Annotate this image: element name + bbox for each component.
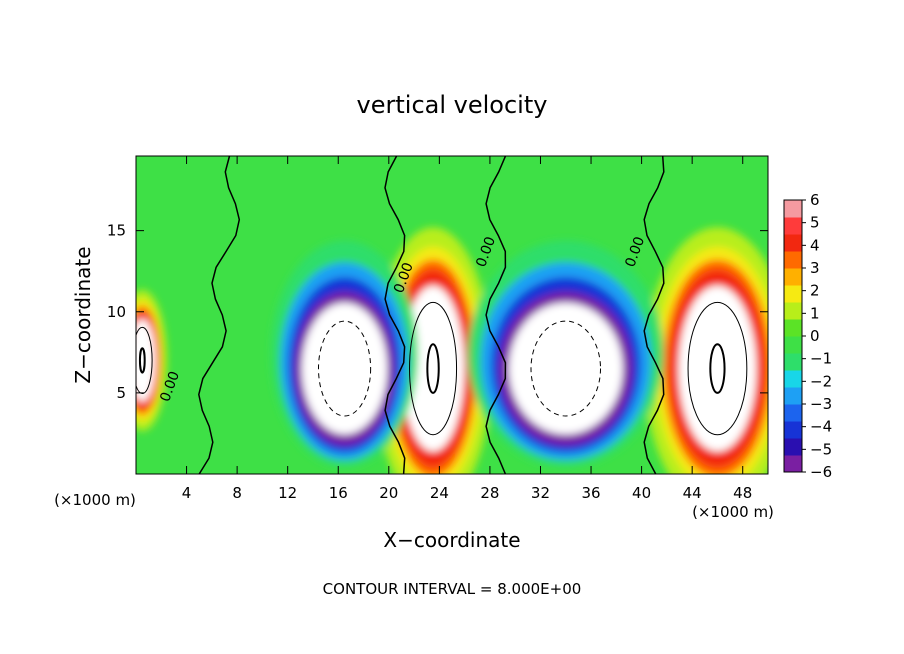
colorbar: 6 5 4 3 2 1 0 −1 −2 −3 −4 −5 −6: [783, 191, 832, 481]
contour-line: [138, 347, 146, 374]
chart-title: vertical velocity: [357, 91, 548, 119]
updraft-core: [136, 319, 156, 402]
x-tick-label: 32: [531, 484, 550, 502]
zero-contour: [384, 156, 406, 474]
colorbar-label: −1: [810, 350, 832, 368]
contour-interval-note: CONTOUR INTERVAL = 8.000E+00: [323, 580, 582, 598]
colorbar-segment: [784, 200, 802, 218]
zero-contour: [643, 156, 665, 474]
contour-line-dashed: [317, 320, 372, 417]
x-tick-label: 44: [683, 484, 702, 502]
contour-line: [709, 343, 726, 394]
field-layers: [136, 227, 768, 474]
colorbar-segment: [784, 268, 802, 286]
colorbar-label: 2: [810, 282, 820, 300]
colorbar-segment: [784, 387, 802, 405]
contour-line: [426, 343, 440, 394]
colorbar-label: 5: [810, 214, 820, 232]
x-tick-label: 12: [278, 484, 297, 502]
colorbar-segment: [784, 302, 802, 320]
x-tick-label: 36: [581, 484, 600, 502]
x-unit-right: (×1000 m): [692, 503, 774, 521]
y-tick-label: 5: [116, 384, 126, 402]
colorbar-label: 4: [810, 236, 820, 254]
colorbar-label: 0: [810, 327, 820, 345]
colorbar-segment: [784, 438, 802, 456]
colorbar-segment: [784, 370, 802, 388]
x-tick-label: 28: [480, 484, 499, 502]
colorbar-label: −6: [810, 463, 832, 481]
x-unit-left: (×1000 m): [54, 491, 136, 509]
colorbar-segment: [784, 285, 802, 303]
x-axis: 4 8 12 16 20 24 28 32 36 40 44 48: [182, 156, 752, 502]
downdraft-core: [508, 302, 623, 435]
colorbar-segment: [784, 353, 802, 371]
y-axis-label: Z−coordinate: [71, 246, 95, 383]
x-axis-label: X−coordinate: [383, 528, 520, 552]
colorbar-segment: [784, 319, 802, 337]
zero-contour: [485, 156, 507, 474]
x-tick-label: 16: [329, 484, 348, 502]
colorbar-segment: [784, 251, 802, 269]
y-axis: 5 10 15: [107, 222, 768, 402]
colorbar-label: −5: [810, 440, 832, 458]
colorbar-label: −3: [810, 395, 832, 413]
downdraft-core: [301, 302, 388, 435]
plot-frame: [135, 155, 769, 475]
x-tick-label: 48: [733, 484, 752, 502]
colorbar-segment: [784, 234, 802, 252]
velocity-field: [136, 156, 768, 474]
contour-line: [687, 301, 748, 436]
colorbar-label: −4: [810, 418, 832, 436]
colorbar-label: 6: [810, 191, 820, 209]
zero-contour: [198, 156, 241, 474]
x-tick-label: 40: [632, 484, 651, 502]
y-tick-label: 10: [107, 303, 126, 321]
updraft-core: [678, 285, 757, 452]
contour-line: [136, 326, 153, 395]
colorbar-segment: [784, 217, 802, 235]
y-tick-label: 15: [107, 222, 126, 240]
colorbar-segment: [784, 336, 802, 354]
colorbar-segment: [784, 404, 802, 422]
colorbar-segment: [784, 455, 802, 473]
x-tick-label: 24: [430, 484, 449, 502]
contour-line: [409, 301, 458, 436]
x-tick-label: 4: [182, 484, 192, 502]
contour-line-dashed: [530, 320, 602, 417]
updraft-core: [401, 285, 465, 452]
colorbar-segment: [784, 421, 802, 439]
x-tick-label: 20: [379, 484, 398, 502]
colorbar-label: −2: [810, 372, 832, 390]
colorbar-label: 3: [810, 259, 820, 277]
colorbar-label: 1: [810, 304, 820, 322]
x-tick-label: 8: [232, 484, 242, 502]
